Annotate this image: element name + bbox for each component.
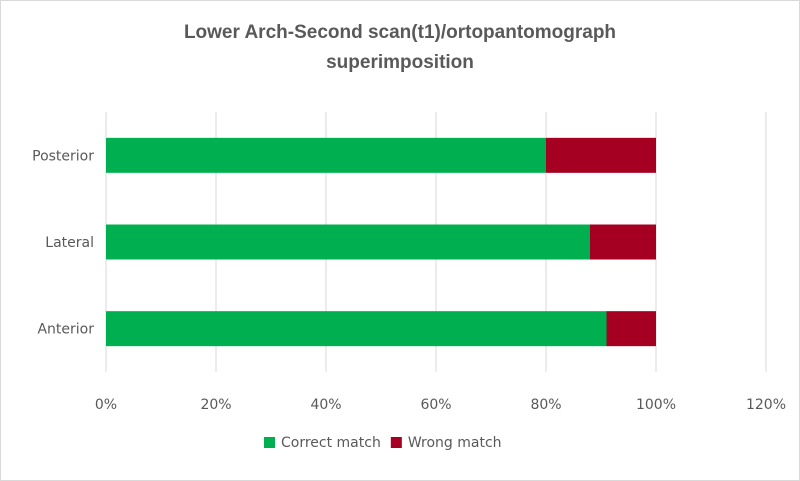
bar-anterior-wrong-match — [606, 311, 656, 347]
category-label-posterior: Posterior — [32, 148, 94, 164]
legend-item-correct-match: Correct match — [264, 435, 381, 451]
bar-lateral-wrong-match — [590, 224, 656, 260]
legend-label-0: Correct match — [281, 435, 381, 451]
x-tick-label-0: 0% — [95, 397, 117, 413]
legend: Correct match Wrong match — [264, 435, 502, 451]
legend-swatch-0 — [264, 437, 275, 448]
chart-title-line-2: superimposition — [326, 52, 474, 73]
bar-lateral-correct-match — [106, 224, 590, 260]
x-tick-label-2: 40% — [310, 397, 341, 413]
category-label-anterior: Anterior — [37, 322, 94, 338]
legend-label-1: Wrong match — [408, 435, 502, 451]
bar-posterior-correct-match — [106, 137, 546, 173]
bar-anterior-correct-match — [106, 311, 607, 347]
x-tick-label-6: 120% — [746, 397, 786, 413]
x-tick-label-5: 100% — [636, 397, 676, 413]
category-labels: Posterior Lateral Anterior — [32, 148, 94, 337]
bar-posterior-wrong-match — [546, 137, 656, 173]
x-tick-label-4: 80% — [530, 397, 561, 413]
x-tick-label-3: 60% — [420, 397, 451, 413]
chart-title: Lower Arch-Second scan(t1)/ortopantomogr… — [100, 18, 700, 78]
legend-item-wrong-match: Wrong match — [390, 435, 502, 451]
legend-swatch-1 — [390, 437, 402, 448]
x-tick-label-1: 20% — [200, 397, 231, 413]
bars — [106, 137, 656, 347]
chart-title-line-1: Lower Arch-Second scan(t1)/ortopantomogr… — [183, 22, 617, 43]
x-tick-labels: 0% 20% 40% 60% 80% 100% 120% — [95, 397, 786, 413]
category-label-lateral: Lateral — [45, 235, 94, 251]
